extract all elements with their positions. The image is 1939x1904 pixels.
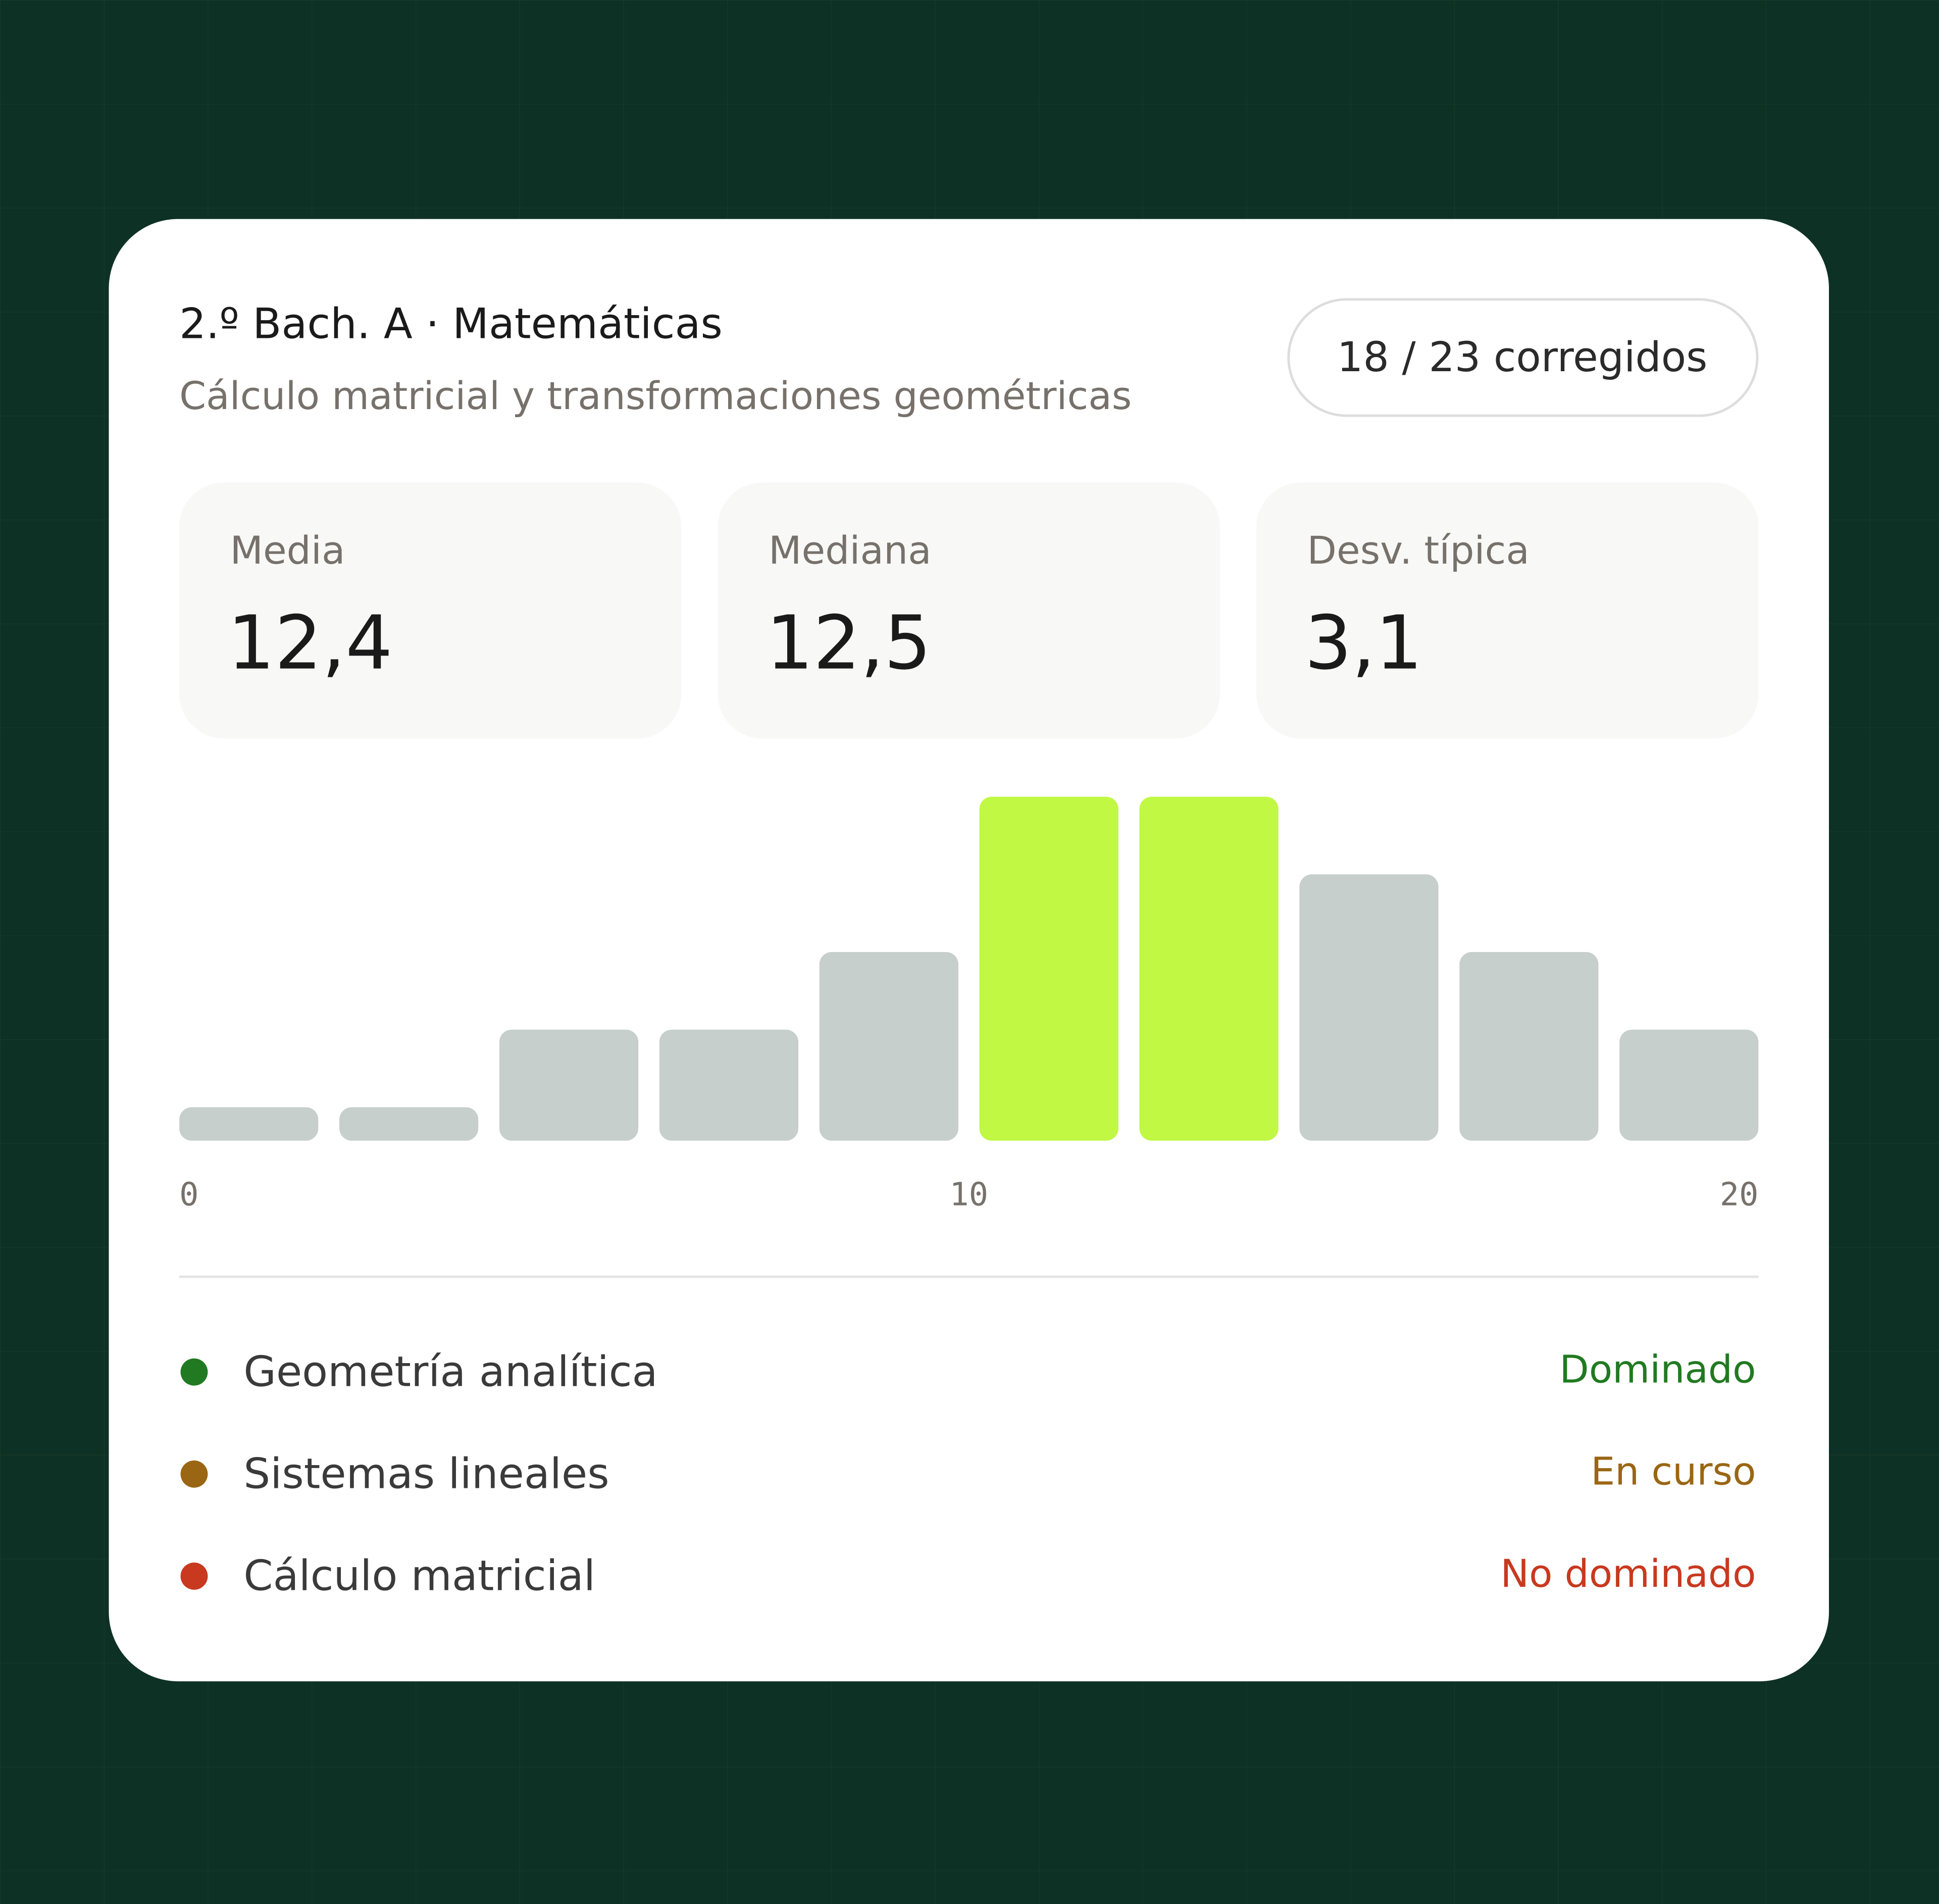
stat-label: Desv. típica — [1307, 528, 1529, 573]
stat-label: Mediana — [769, 528, 932, 573]
topic-status: No dominado — [1500, 1551, 1756, 1596]
histogram-bar — [179, 1107, 319, 1141]
stat-card — [179, 482, 682, 739]
histogram-bar — [1459, 952, 1599, 1141]
histogram-bar — [1619, 1029, 1759, 1141]
x-tick-label: 10 — [949, 1176, 988, 1213]
topic-name: Sistemas lineales — [243, 1449, 609, 1498]
status-dot — [180, 1562, 208, 1590]
status-dot — [180, 1460, 208, 1488]
stat-card — [1256, 482, 1759, 739]
histogram-bar — [499, 1029, 639, 1141]
badge-text: 18 / 23 corregidos — [1337, 334, 1707, 381]
stat-value: 3,1 — [1305, 600, 1423, 686]
stat-value: 12,4 — [228, 600, 393, 686]
topic-name: Geometría analítica — [243, 1347, 657, 1396]
x-tick-label: 20 — [1720, 1176, 1759, 1213]
stat-card — [718, 482, 1220, 739]
badge — [1287, 298, 1759, 417]
topic-status: En curso — [1591, 1449, 1756, 1494]
card-title: 2.º Bach. A · Matemáticas — [179, 299, 723, 348]
histogram-bar — [339, 1107, 479, 1141]
histogram-bar — [659, 1029, 799, 1141]
histogram-bar — [1139, 796, 1279, 1141]
topic-status: Dominado — [1559, 1347, 1756, 1392]
x-tick-label: 0 — [179, 1176, 198, 1213]
histogram-bar — [979, 796, 1118, 1141]
histogram-bar — [1299, 874, 1439, 1141]
card-subtitle: Cálculo matricial y transformaciones geo… — [179, 374, 1132, 418]
status-dot — [180, 1358, 208, 1386]
stat-value: 12,5 — [766, 600, 931, 686]
stat-label: Media — [230, 528, 345, 573]
histogram-bar — [819, 952, 958, 1141]
topic-name: Cálculo matricial — [243, 1551, 595, 1600]
